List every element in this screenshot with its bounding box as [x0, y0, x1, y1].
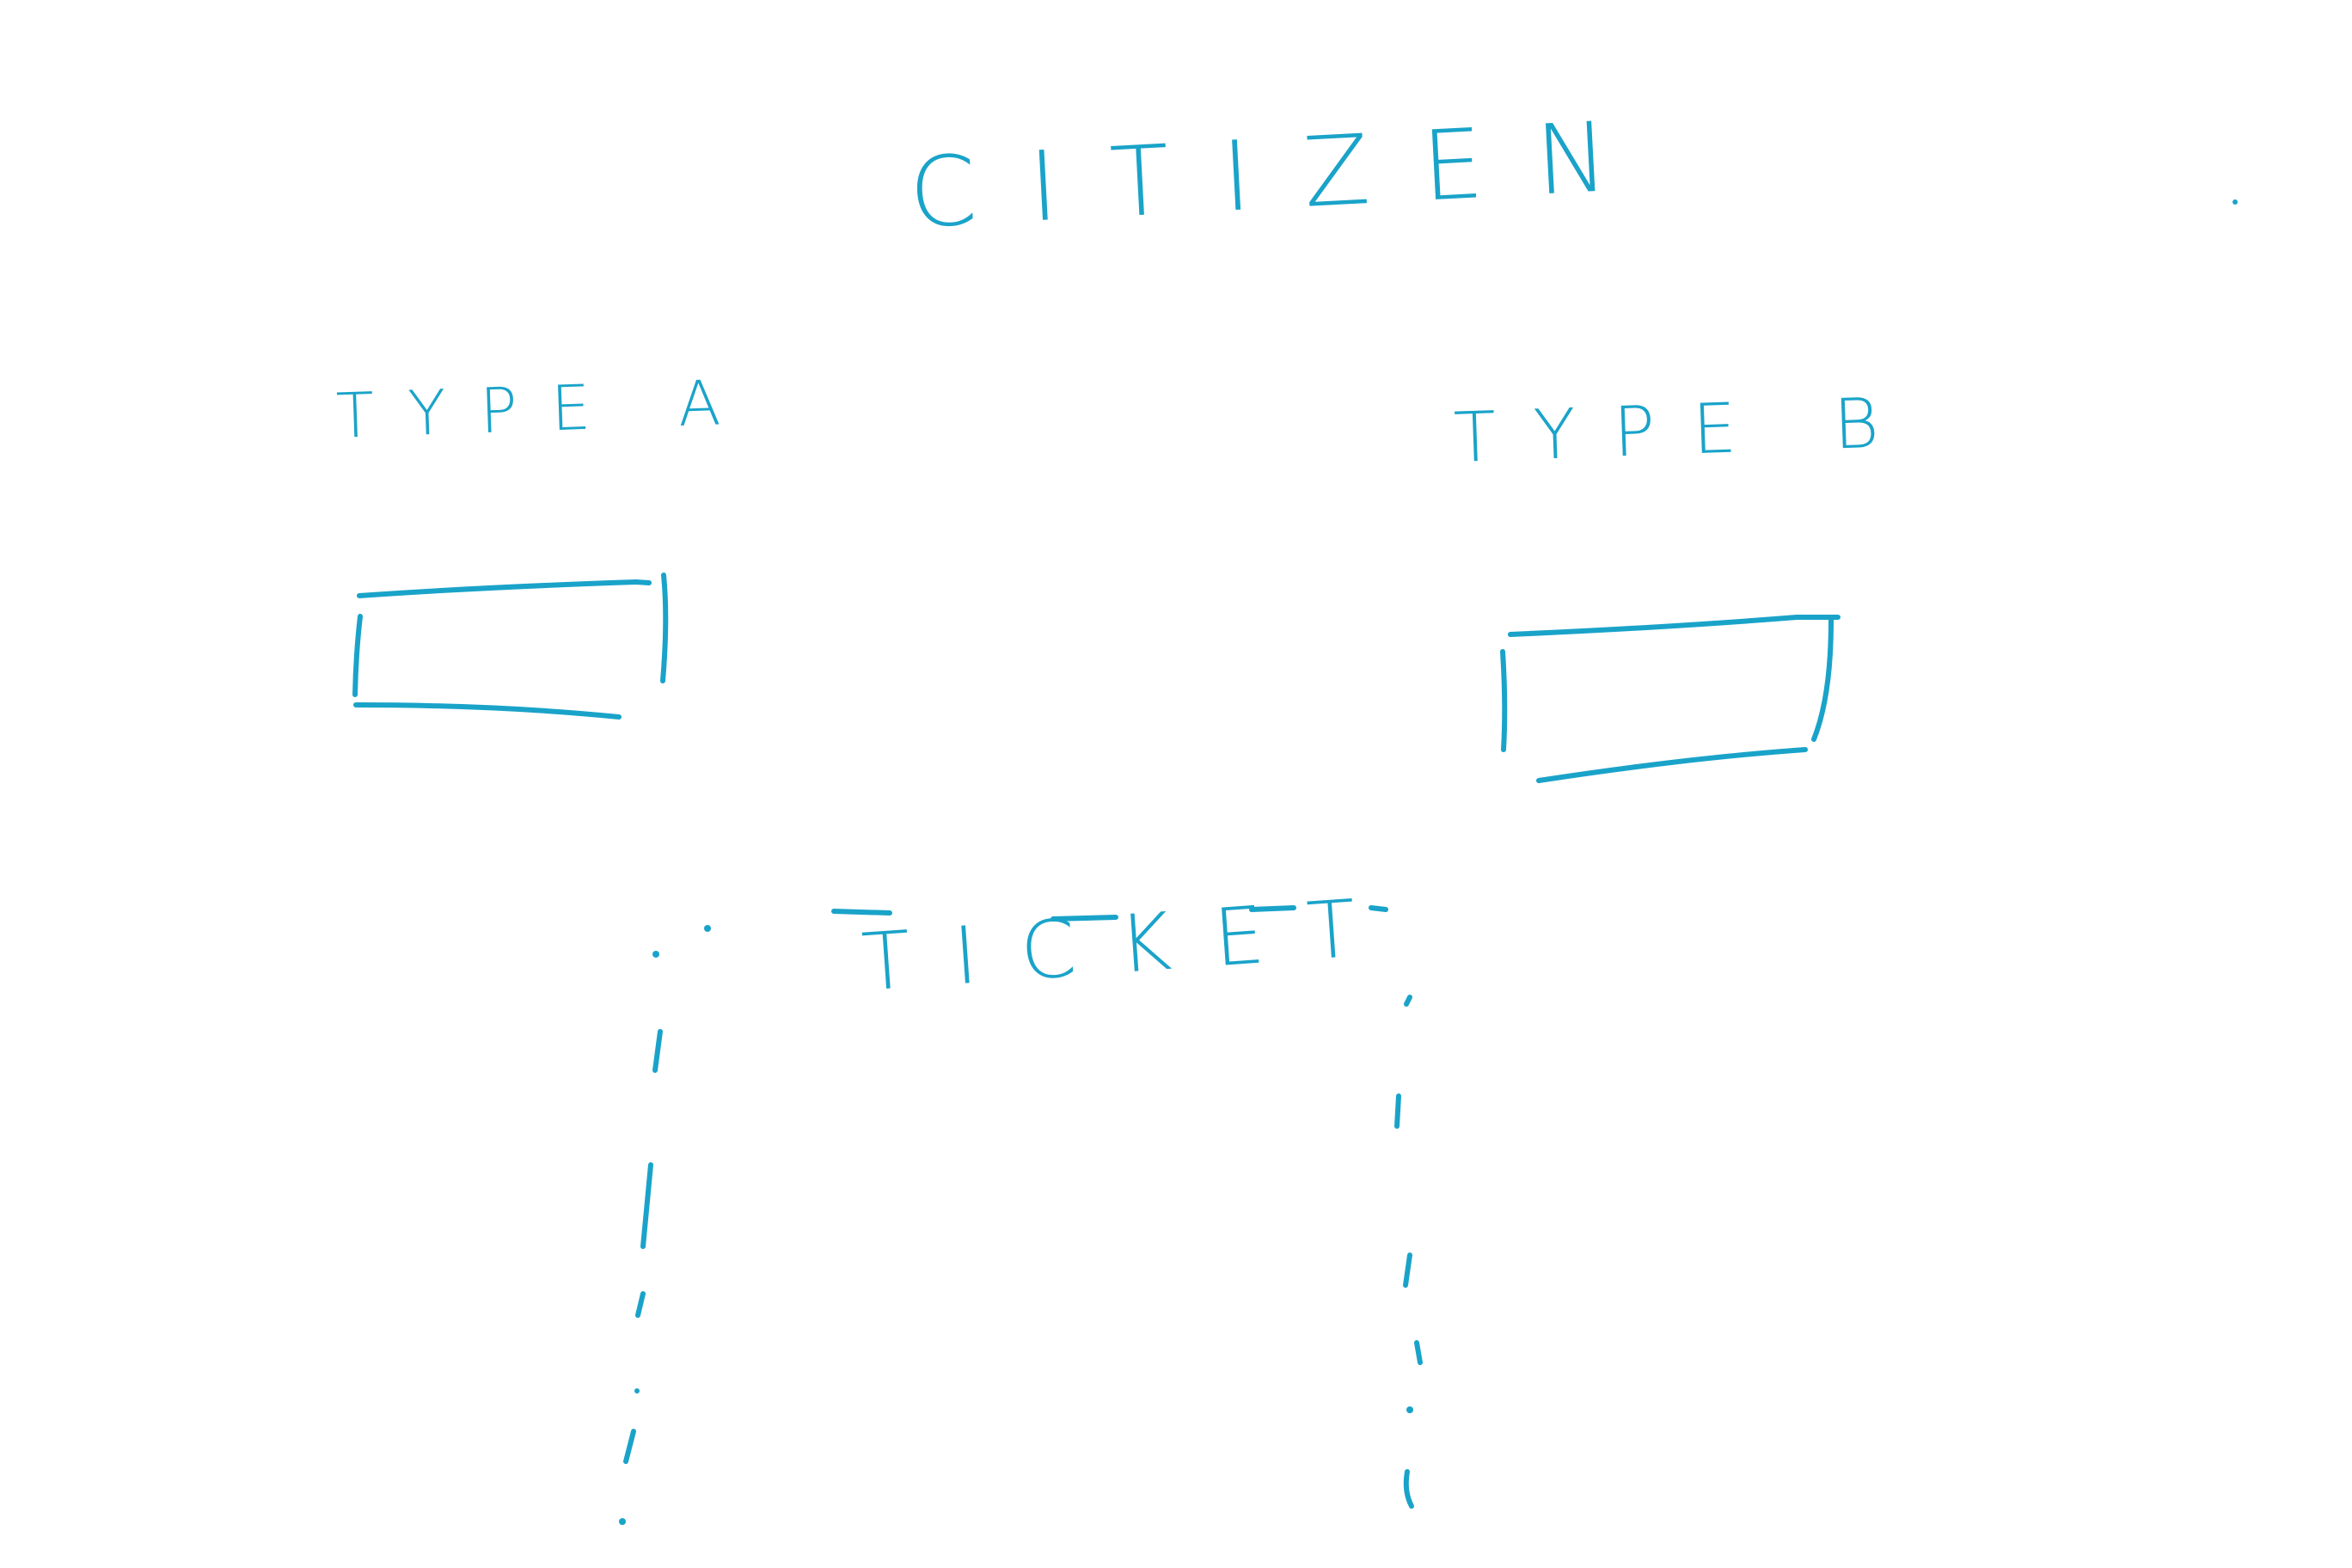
type-a-box-bottom-edge — [353, 702, 622, 720]
dash-segment — [1394, 1093, 1401, 1129]
ticket-overline-dash — [1249, 905, 1296, 912]
ticket-overline-dash — [831, 909, 892, 916]
type-a-box-right-edge — [660, 573, 669, 683]
type-b-box[interactable] — [1500, 615, 1841, 783]
dash-dot — [619, 1518, 626, 1525]
dash-dot — [1406, 1406, 1413, 1413]
type-a-box[interactable] — [352, 573, 669, 720]
type-b-box-left-edge — [1500, 649, 1508, 752]
right-dashed-line — [1394, 995, 1423, 1509]
dash-segment — [1404, 995, 1412, 1007]
type-a-box-left-edge — [352, 614, 363, 697]
dash-segment — [623, 1429, 636, 1464]
dash-dot — [634, 1388, 640, 1393]
type-b-label: TYPE B — [1452, 382, 1919, 478]
type-b-box-right-edge — [1811, 618, 1834, 742]
ticket-overline-dash — [1369, 905, 1388, 912]
dash-segment — [635, 1291, 646, 1318]
ticket-overline-dash — [1050, 915, 1118, 922]
dash-segment — [1414, 1340, 1423, 1365]
type-b-box-bottom-edge — [1536, 747, 1808, 783]
type-b-box-top-edge — [1508, 615, 1841, 637]
stray-dot — [2233, 199, 2238, 205]
type-a-box-top-edge — [357, 579, 652, 598]
dash-segment — [652, 1029, 663, 1073]
ticket-overline — [704, 905, 1388, 932]
type-a-label: TYPE A — [334, 365, 756, 452]
dash-segment — [1403, 1253, 1412, 1288]
dash-dot — [652, 951, 659, 958]
left-dashed-line — [619, 951, 663, 1525]
dash-segment — [1403, 1469, 1414, 1509]
dash-segment — [640, 1162, 653, 1249]
ticket-overline-dot — [704, 925, 711, 932]
